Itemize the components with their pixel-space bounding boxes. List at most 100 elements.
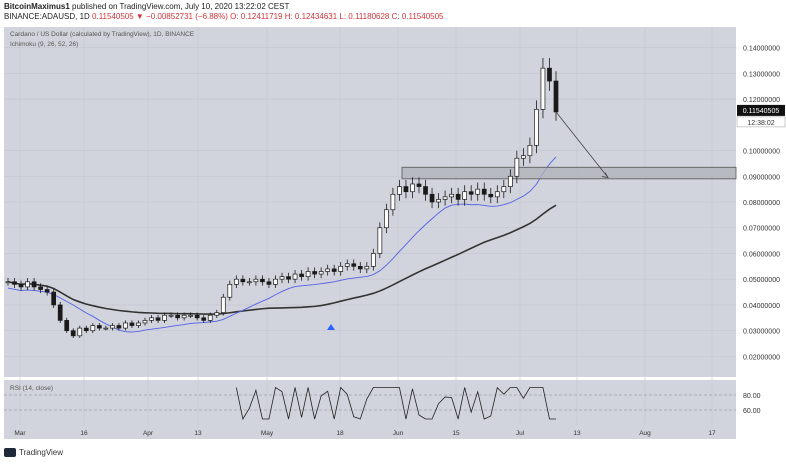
x-tick-label: Apr	[143, 430, 154, 437]
x-tick-label: Mar	[14, 430, 26, 437]
candle-body	[344, 263, 350, 267]
rsi-tick-label: 80.00	[743, 393, 761, 400]
candle-body	[116, 325, 122, 329]
candle-body	[51, 291, 57, 306]
candle-body	[110, 325, 115, 329]
candle-body	[423, 186, 428, 195]
time-axis	[4, 425, 736, 439]
candle-body	[547, 67, 552, 82]
candle-body	[325, 268, 331, 272]
candle-body	[83, 327, 89, 332]
candle-body	[475, 188, 481, 195]
candle-body	[214, 312, 220, 316]
candle-body	[455, 193, 461, 200]
candle-body	[57, 304, 63, 321]
x-tick-label: Jun	[393, 430, 404, 437]
chart-header: BitcoinMaximus1 published on TradingView…	[0, 0, 786, 24]
ohlc-values: 0.11540505 ▼ −0.00852731 (−6.88%) O: 0.1…	[92, 12, 444, 21]
candle-body	[136, 322, 141, 326]
candle-body	[240, 278, 246, 283]
candle-body	[481, 188, 487, 195]
candle-body	[253, 278, 259, 283]
candle-body	[220, 296, 226, 314]
y-tick-label: 0.02000000	[743, 354, 780, 361]
candle-body	[44, 289, 50, 293]
candle-body	[488, 193, 494, 198]
candle-body	[468, 191, 474, 195]
candle-body	[507, 175, 513, 187]
candle-body	[123, 322, 128, 329]
x-tick-label: 18	[336, 430, 344, 437]
price-axis	[736, 25, 786, 441]
candle-body	[534, 109, 539, 146]
rsi-line	[235, 386, 556, 421]
candle-body	[142, 320, 148, 324]
candle-body	[331, 268, 337, 272]
candle-body	[201, 317, 207, 321]
candle-body	[188, 314, 194, 317]
x-tick-label: Aug	[639, 430, 651, 437]
candle-body	[286, 276, 291, 280]
candle-body	[162, 314, 167, 321]
x-tick-label: 17	[708, 430, 716, 437]
candle-body	[442, 196, 448, 200]
candle-body	[357, 265, 363, 270]
candle-body	[5, 281, 11, 284]
candle-body	[364, 265, 370, 270]
y-tick-label: 0.04000000	[743, 303, 780, 310]
candle-body	[175, 314, 180, 319]
chart-footer: TradingView	[0, 441, 786, 465]
candle-body	[397, 186, 402, 195]
x-tick-label: 15	[452, 430, 460, 437]
candle-body	[18, 284, 24, 288]
candle-body	[207, 314, 213, 321]
price-chart[interactable]: 0.14000000 0.13000000 0.12000000 0.10000000…	[0, 25, 786, 441]
y-tick-label: 0.06000000	[743, 251, 780, 258]
candle-body	[77, 327, 83, 337]
publish-date: published on TradingView.com, July 10, 2…	[72, 2, 290, 11]
candle-body	[25, 281, 30, 288]
x-tick-label: May	[261, 430, 274, 437]
y-tick-label: 0.05000000	[743, 277, 780, 284]
candle-body	[266, 281, 272, 285]
candle-body	[299, 273, 304, 277]
price-tag	[737, 104, 785, 116]
candle-body	[514, 157, 520, 177]
author-name: BitcoinMaximus1	[4, 2, 70, 11]
candle-body	[12, 281, 17, 285]
projection-arrow-head	[601, 172, 609, 179]
candle-body	[377, 227, 383, 254]
y-tick-label: 0.14000000	[743, 46, 780, 53]
candle-body	[494, 191, 500, 198]
candle-body	[247, 281, 252, 284]
candle-body	[501, 186, 507, 193]
main-legend: Cardano / US Dollar (calculated by Tradi…	[10, 31, 195, 38]
candle-body	[540, 67, 546, 110]
x-tick-label: Jul	[516, 430, 525, 437]
candle-body	[429, 193, 435, 203]
x-tick-label: 13	[573, 430, 581, 437]
candle-body	[292, 273, 298, 280]
candle-body	[370, 253, 376, 267]
candle-body	[521, 155, 526, 159]
candle-body	[273, 278, 278, 285]
countdown-tag	[736, 116, 786, 128]
projection-arrow-line	[555, 111, 609, 178]
candle-body	[260, 278, 265, 283]
candle-body	[96, 325, 102, 329]
candle-body	[90, 325, 96, 332]
candle-body	[338, 265, 344, 272]
candle-body	[181, 314, 187, 319]
candle-body	[384, 209, 389, 229]
candle-body	[351, 263, 357, 267]
signal-marker	[327, 324, 335, 330]
y-tick-label: 0.07000000	[743, 226, 780, 233]
candle-body	[403, 186, 409, 193]
tradingview-logo: TradingView	[4, 448, 63, 457]
candle-body	[312, 271, 317, 275]
x-tick-label: 16	[80, 430, 88, 437]
tradingview-icon	[4, 448, 16, 457]
candle-body	[436, 199, 441, 203]
brand-label: TradingView	[19, 448, 64, 457]
candle-body	[227, 284, 233, 298]
